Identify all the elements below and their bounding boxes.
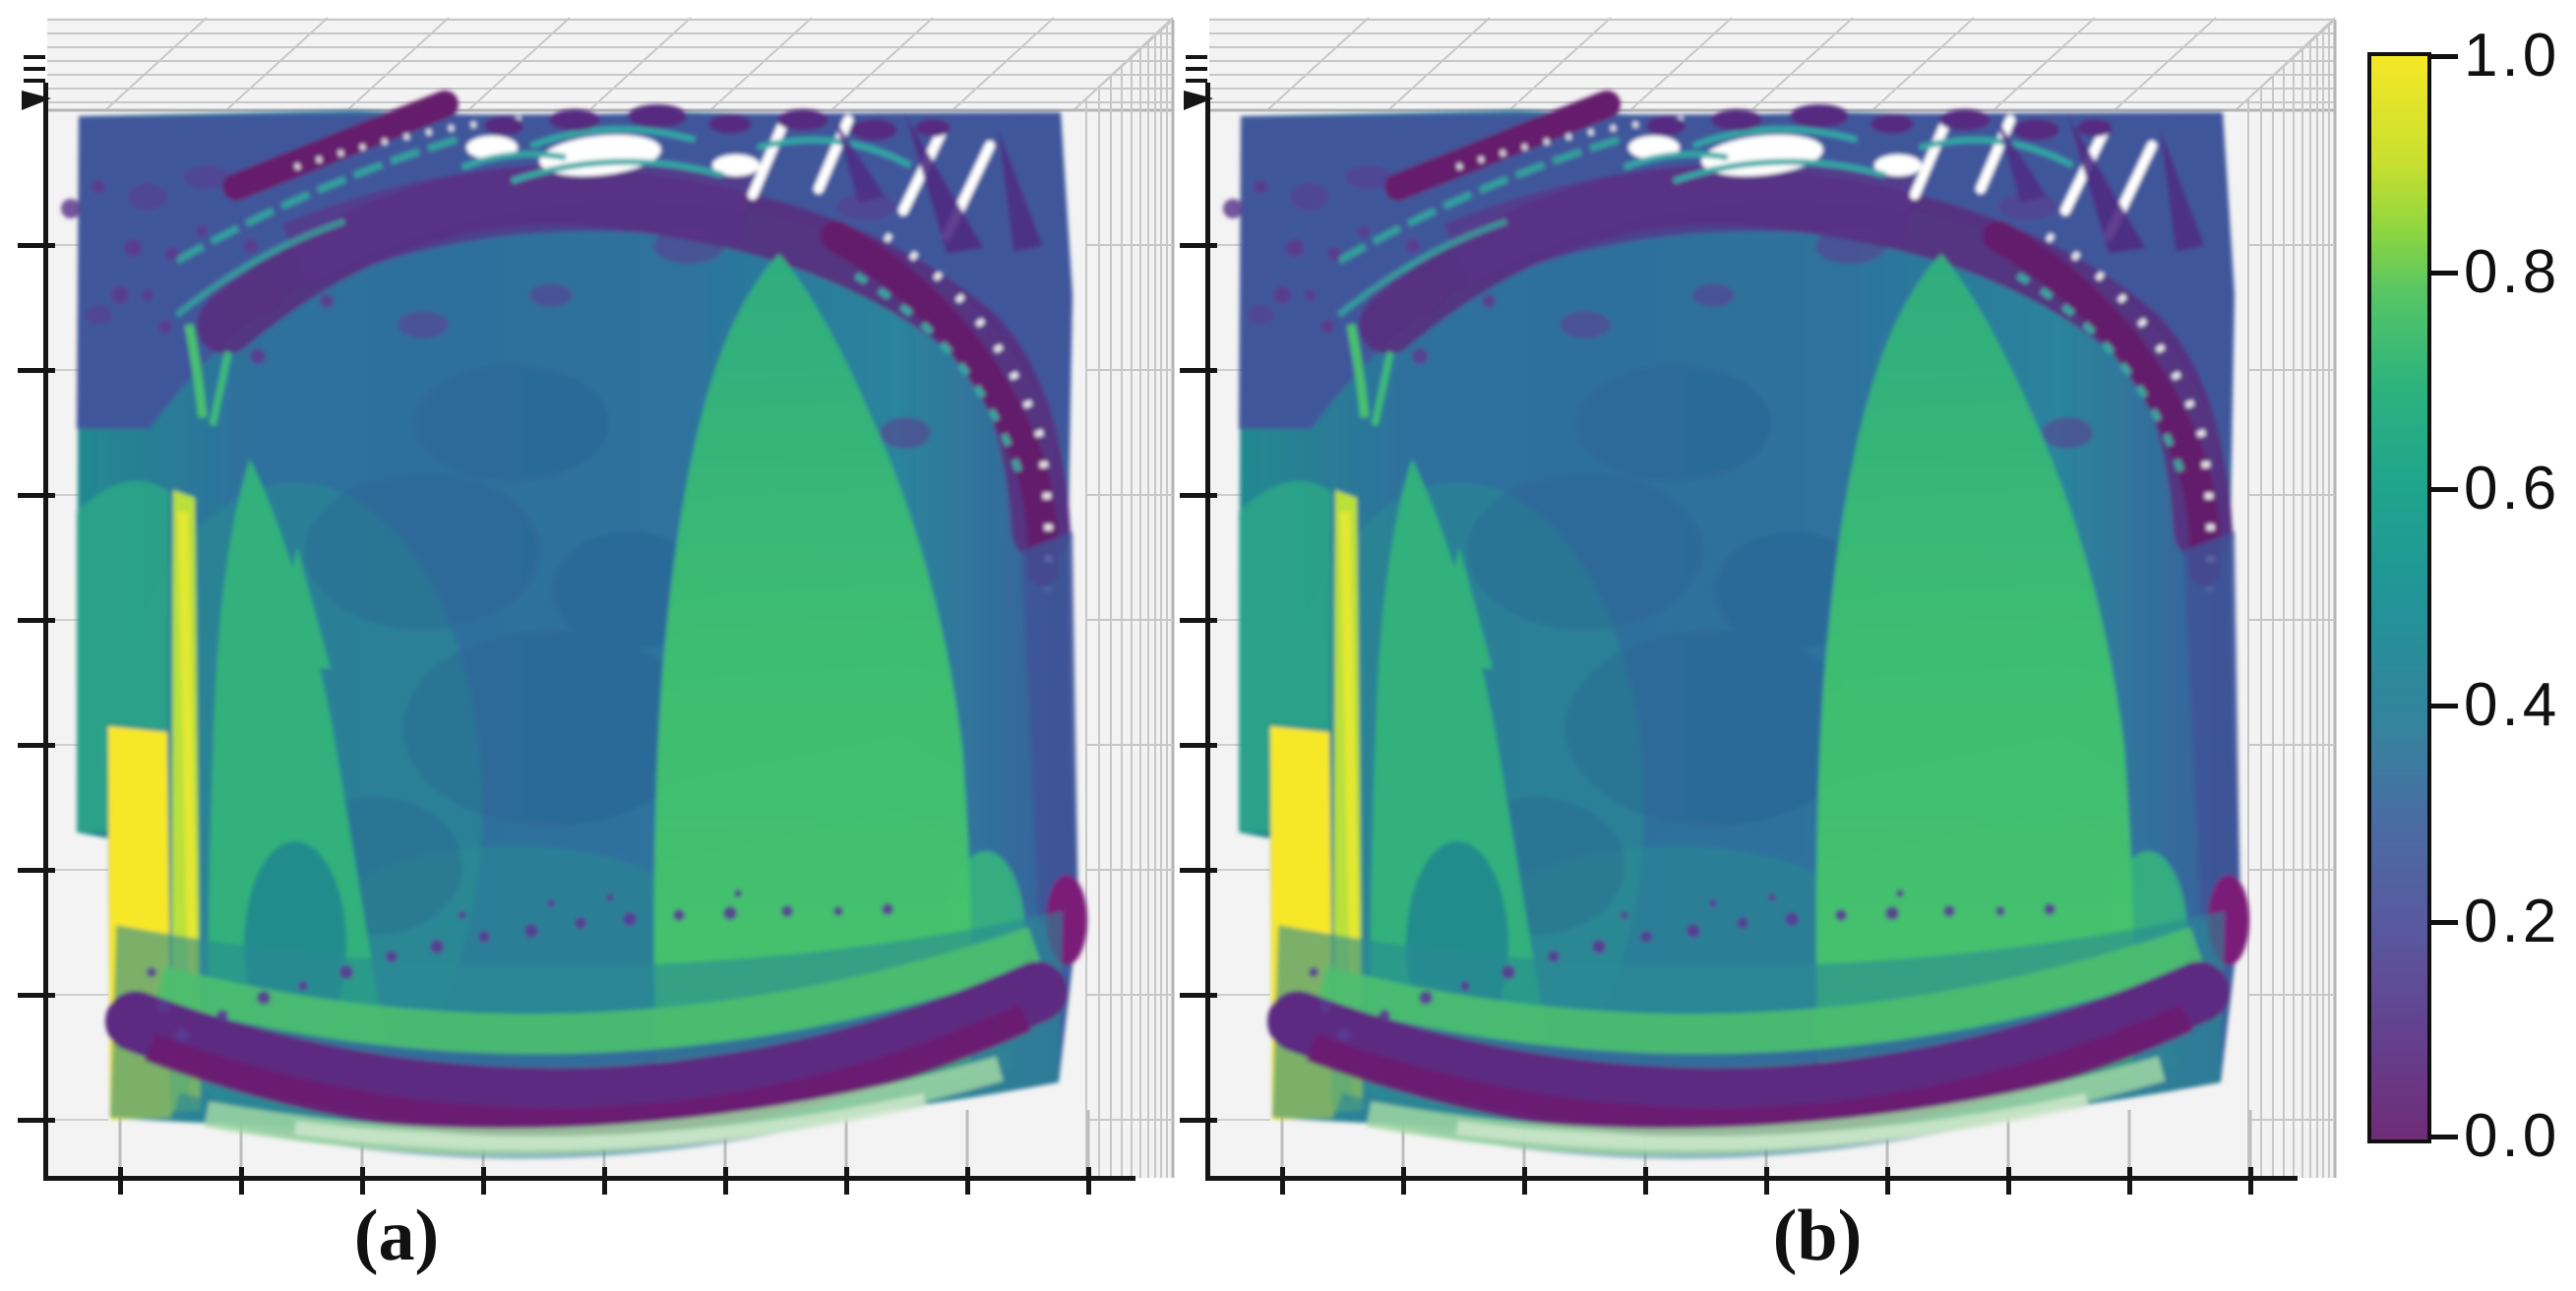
panel-b-scene	[1180, 18, 2335, 1195]
colorbar-label-0.2: 0.2	[2464, 888, 2561, 955]
colorbar-label-1.0: 1.0	[2464, 22, 2561, 90]
panel-a-caption: (a)	[353, 1196, 440, 1276]
colorbar-tick	[2431, 54, 2458, 59]
colorbar-tick	[2431, 1135, 2458, 1139]
colorbar-tick	[2431, 487, 2458, 492]
colorbar-tick	[2431, 704, 2458, 708]
colorbar-label-0.0: 0.0	[2464, 1102, 2561, 1170]
colorbar-label-0.8: 0.8	[2464, 238, 2561, 306]
panel-b-caption: (b)	[1772, 1196, 1863, 1276]
colorbar-label-0.4: 0.4	[2464, 671, 2561, 739]
colorbar-tick	[2431, 920, 2458, 925]
colorbar-label-0.6: 0.6	[2464, 455, 2561, 523]
panel-a-scene	[18, 18, 1173, 1195]
colorbar	[2367, 52, 2431, 1143]
colorbar-tick	[2431, 271, 2458, 276]
